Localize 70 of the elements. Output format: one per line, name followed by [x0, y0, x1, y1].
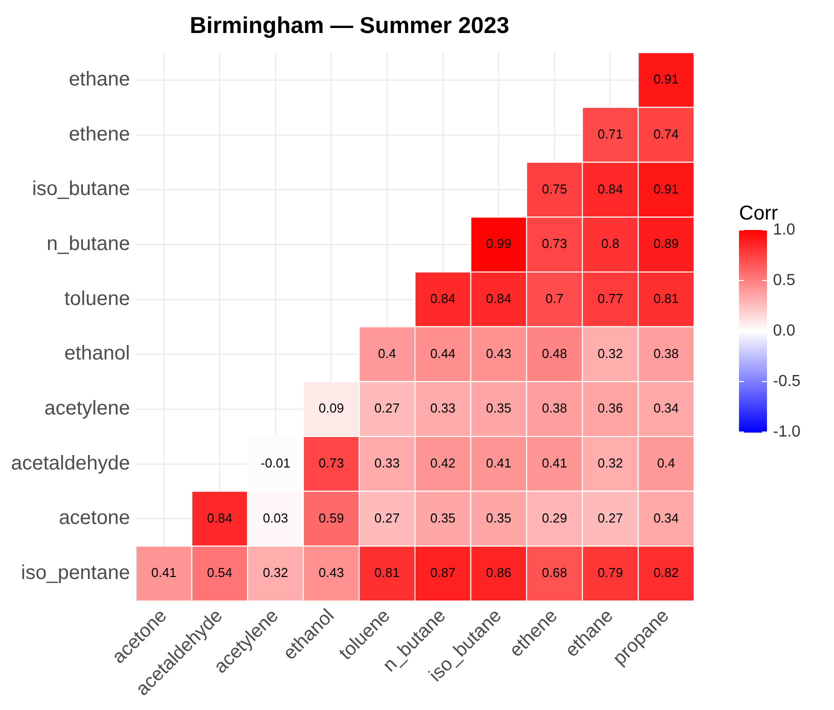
- color-bar-label: -1.0: [773, 423, 801, 440]
- data-label: 0.84: [430, 290, 456, 306]
- data-label: 0.82: [653, 565, 679, 580]
- data-label: 0.8: [601, 236, 620, 252]
- data-label: 0.86: [486, 565, 512, 580]
- data-label: 0.03: [262, 510, 288, 526]
- data-label: 0.38: [653, 346, 679, 361]
- data-label: 0.4: [378, 346, 396, 361]
- data-label: 0.35: [430, 510, 456, 526]
- data-label: 0.09: [318, 400, 344, 416]
- data-label: 0.36: [598, 400, 623, 416]
- data-label: 0.7: [545, 290, 564, 306]
- data-label: 0.34: [653, 510, 679, 526]
- y-tick-label: iso_butane: [32, 178, 130, 200]
- data-label: 0.87: [430, 565, 456, 580]
- data-label: 0.27: [598, 510, 623, 526]
- y-tick-label: n_butane: [46, 233, 130, 256]
- data-label: 0.79: [598, 565, 623, 580]
- data-label: 0.32: [598, 455, 623, 470]
- data-label: 0.73: [318, 455, 344, 470]
- data-label: 0.43: [318, 565, 344, 580]
- y-tick-label: acetone: [58, 507, 130, 530]
- data-label: 0.84: [207, 510, 232, 526]
- data-label: 0.74: [653, 126, 679, 142]
- y-tick-label: ethane: [68, 68, 130, 91]
- data-label: 0.99: [486, 236, 512, 252]
- data-label: 0.34: [653, 400, 679, 416]
- y-tick-label: ethene: [68, 123, 130, 146]
- data-label: 0.71: [598, 126, 623, 142]
- data-label: 0.29: [542, 510, 568, 526]
- data-label: 0.91: [653, 181, 679, 196]
- y-tick-label: acetaldehyde: [11, 452, 130, 474]
- color-bar-label: 0.5: [773, 272, 796, 289]
- y-tick-label: ethanol: [64, 342, 130, 365]
- data-label: 0.32: [262, 565, 288, 580]
- data-label: 0.81: [374, 565, 400, 580]
- data-label: 0.41: [486, 455, 512, 470]
- y-tick-label: iso_pentane: [21, 562, 130, 584]
- data-label: 0.27: [374, 400, 400, 416]
- data-label: 0.44: [430, 346, 456, 361]
- data-label: 0.89: [653, 236, 679, 252]
- data-label: 0.81: [653, 290, 679, 306]
- data-label: 0.4: [657, 455, 676, 470]
- data-label: 0.35: [486, 510, 512, 526]
- data-label: 0.33: [374, 455, 400, 470]
- data-label: 0.84: [486, 290, 512, 306]
- data-label: 0.33: [430, 400, 456, 416]
- data-label: 0.41: [151, 565, 177, 580]
- data-label: 0.68: [542, 565, 568, 580]
- y-tick-label: acetylene: [44, 398, 130, 420]
- data-label: 0.91: [653, 72, 679, 87]
- data-label: 0.84: [598, 181, 623, 196]
- data-label: 0.73: [542, 236, 568, 252]
- data-label: 0.43: [486, 346, 512, 361]
- data-label: -0.01: [260, 455, 290, 470]
- data-label: 0.75: [542, 181, 568, 196]
- color-bar-label: 0.0: [773, 322, 796, 340]
- data-label: 0.32: [598, 346, 623, 361]
- data-label: 0.27: [374, 510, 400, 526]
- data-label: 0.42: [430, 455, 456, 470]
- data-label: 0.59: [318, 510, 344, 526]
- data-label: 0.48: [542, 346, 568, 361]
- data-label: 0.35: [486, 400, 512, 416]
- chart-title: Birmingham — Summer 2023: [190, 12, 510, 38]
- data-label: 0.41: [542, 455, 568, 470]
- color-bar-label: -0.5: [773, 372, 801, 390]
- data-label: 0.54: [207, 565, 232, 580]
- y-tick-label: toluene: [64, 288, 130, 310]
- data-label: 0.77: [598, 290, 623, 306]
- data-label: 0.38: [542, 400, 568, 416]
